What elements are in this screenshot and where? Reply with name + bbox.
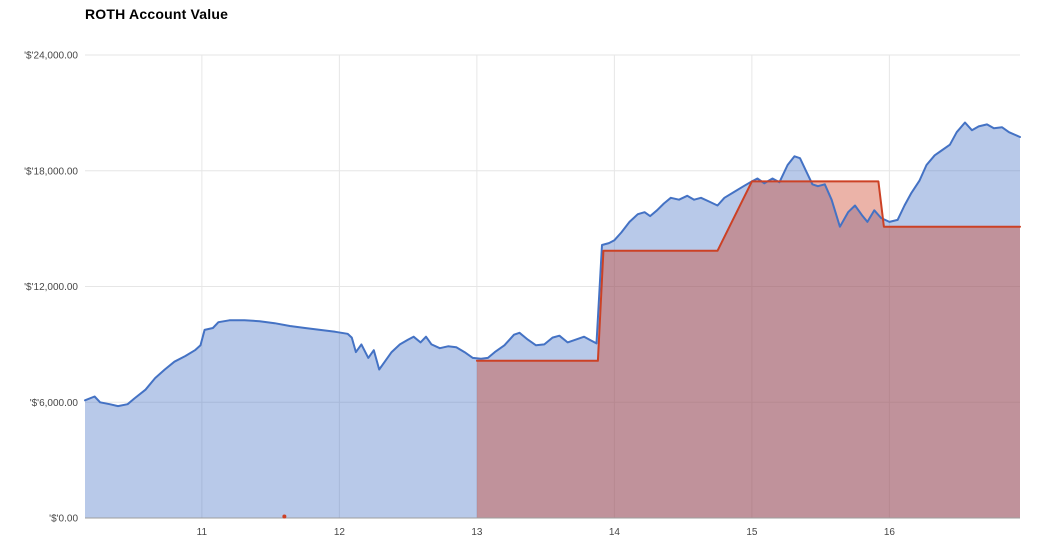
x-tick-label: 11 — [197, 527, 208, 538]
y-tick-label: '$'24,000.00 — [24, 51, 78, 62]
y-tick-label: '$'12,000.00 — [24, 282, 78, 293]
y-tick-label: '$'0.00 — [49, 514, 78, 525]
y-tick-label: '$'18,000.00 — [24, 166, 78, 177]
x-tick-label: 16 — [884, 527, 896, 538]
chart-title: ROTH Account Value — [85, 6, 229, 22]
series-area — [476, 181, 1020, 518]
y-tick-label: '$'6,000.00 — [30, 398, 79, 409]
x-tick-label: 13 — [471, 527, 483, 538]
x-tick-label: 14 — [609, 527, 621, 538]
series-area — [85, 122, 1020, 518]
series-line — [84, 121, 1021, 408]
series-line — [475, 180, 1021, 362]
x-tick-label: 15 — [746, 527, 758, 538]
x-tick-label: 12 — [334, 527, 346, 538]
isolated-point-marker — [282, 514, 287, 519]
